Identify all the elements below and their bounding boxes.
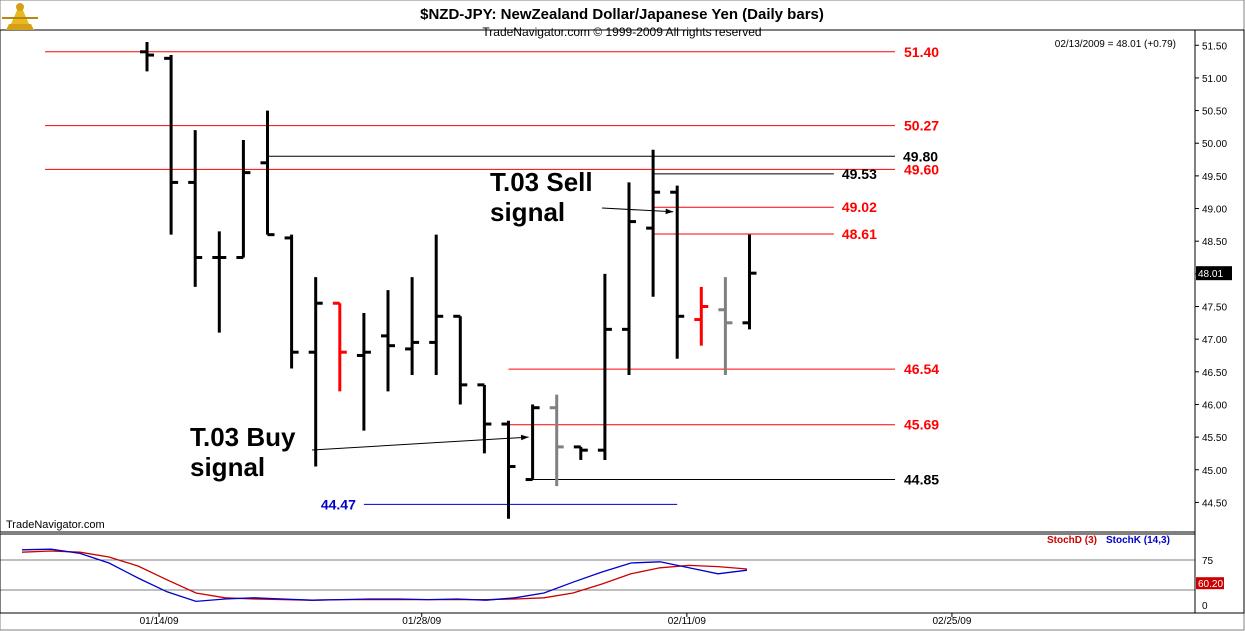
level-label: 49.53	[842, 166, 877, 182]
stoch-y-tick-label: 75	[1202, 556, 1214, 567]
annotation-arrow	[601, 207, 674, 213]
last-price-label: 48.01	[1198, 269, 1223, 280]
annotation-arrowhead	[520, 434, 529, 441]
date-x-axis: 01/14/09 01/28/09 02/11/09 02/25/09	[140, 613, 972, 627]
stoch-d-legend: StochD (3)	[1047, 535, 1097, 546]
y-tick-label: 50.00	[1202, 139, 1227, 150]
y-tick-label: 49.00	[1202, 205, 1227, 216]
price-bars	[140, 42, 757, 519]
level-label: 45.69	[904, 417, 939, 433]
annotation-text: signal	[490, 197, 565, 227]
annotation-arrowhead	[665, 208, 674, 215]
y-tick-label: 45.50	[1202, 433, 1227, 444]
level-label: 49.02	[842, 199, 877, 215]
y-tick-label: 51.50	[1202, 41, 1227, 52]
trade-navigator-logo-icon	[2, 3, 38, 30]
watermark-text: TradeNavigator.com	[6, 519, 105, 531]
level-label: 51.40	[904, 44, 939, 60]
y-tick-label: 46.00	[1202, 400, 1227, 411]
annotation-text: T.03 Buy	[190, 422, 296, 452]
x-tick-label: 01/14/09	[140, 616, 179, 627]
stochastic-lines: 75 0 StochD (3) StochK (14,3) 60.20	[0, 535, 1224, 612]
y-tick-label: 47.00	[1202, 335, 1227, 346]
y-tick-label: 50.50	[1202, 107, 1227, 118]
annotation-arrow	[311, 436, 529, 451]
y-tick-label: 46.50	[1202, 368, 1227, 379]
stoch-last-value-label: 60.20	[1198, 579, 1223, 590]
price-y-axis: 51.5051.0050.5050.0049.5049.0048.5048.00…	[1195, 41, 1232, 509]
level-label: 49.60	[904, 161, 939, 177]
annotation-text: signal	[190, 452, 265, 482]
copyright-text: TradeNavigator.com © 1999-2009 All right…	[482, 25, 761, 39]
y-tick-label: 47.50	[1202, 302, 1227, 313]
x-tick-label: 01/28/09	[402, 616, 441, 627]
y-axis-panel	[1194, 29, 1245, 614]
stoch-series-line	[21, 548, 748, 603]
annotation-text: T.03 Sell	[490, 167, 593, 197]
level-label: 49.80	[903, 148, 938, 164]
level-label: 48.61	[842, 226, 877, 242]
level-label: 50.27	[904, 118, 939, 134]
level-label: 46.54	[904, 361, 939, 377]
stoch-last-value-box	[1196, 577, 1224, 590]
stoch-k-legend: StochK (14,3)	[1106, 535, 1170, 546]
y-tick-label: 49.50	[1202, 172, 1227, 183]
level-label: 44.85	[904, 472, 939, 488]
last-price-box	[1196, 266, 1232, 281]
y-tick-label: 45.00	[1202, 466, 1227, 477]
x-tick-label: 02/11/09	[668, 616, 707, 627]
stoch-y-tick-label: 0	[1202, 601, 1208, 612]
y-tick-label: 48.50	[1202, 237, 1227, 248]
y-tick-label: 51.00	[1202, 74, 1227, 85]
price-readout: 02/13/2009 = 48.01 (+0.79)	[1055, 39, 1176, 50]
level-label: 44.47	[321, 496, 356, 512]
y-tick-label: 44.50	[1202, 498, 1227, 509]
x-tick-label: 02/25/09	[932, 616, 971, 627]
chart-title: $NZD-JPY: NewZealand Dollar/Japanese Yen…	[420, 6, 824, 23]
